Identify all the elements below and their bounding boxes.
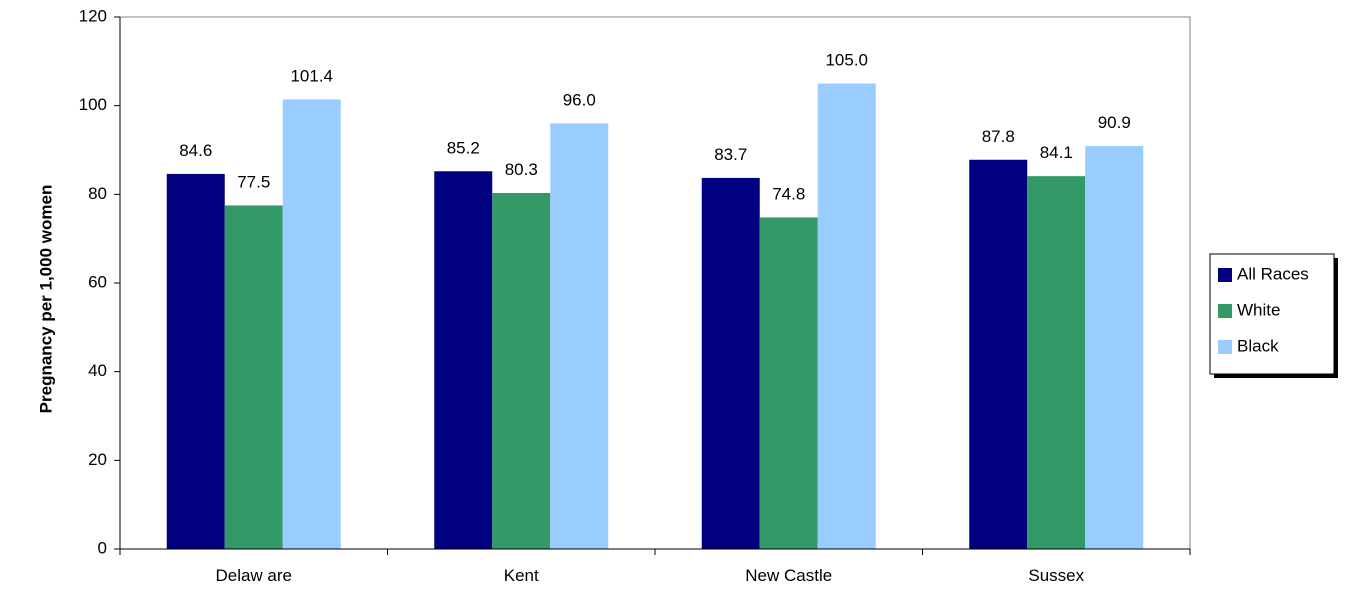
bar-black-3 bbox=[1085, 146, 1144, 549]
data-label: 90.9 bbox=[1098, 113, 1131, 132]
data-label: 96.0 bbox=[563, 90, 596, 109]
y-tick-label: 0 bbox=[98, 538, 107, 557]
bar-all-races-2 bbox=[701, 177, 760, 549]
legend-swatch bbox=[1218, 268, 1232, 282]
y-tick-label: 40 bbox=[88, 361, 107, 380]
x-tick-label: New Castle bbox=[745, 566, 832, 585]
legend-label: Black bbox=[1237, 336, 1279, 355]
bar-white-0 bbox=[224, 205, 283, 549]
bar-white-1 bbox=[492, 193, 551, 549]
bar-black-1 bbox=[550, 123, 609, 550]
x-tick-label: Kent bbox=[504, 566, 539, 585]
data-label: 84.1 bbox=[1040, 143, 1073, 162]
y-tick-label: 60 bbox=[88, 272, 107, 291]
data-label: 83.7 bbox=[714, 145, 747, 164]
data-label: 80.3 bbox=[505, 160, 538, 179]
data-label: 74.8 bbox=[772, 184, 805, 203]
bar-all-races-3 bbox=[969, 159, 1028, 549]
bar-all-races-0 bbox=[166, 173, 225, 549]
legend-swatch bbox=[1218, 304, 1232, 318]
legend-label: All Races bbox=[1237, 264, 1309, 283]
data-label: 101.4 bbox=[290, 66, 333, 85]
axes: Delaw are Kent New Castle Sussex 0 20 40 60 80 10… bbox=[79, 6, 1191, 585]
bar-black-0 bbox=[282, 99, 341, 550]
y-tick-label: 120 bbox=[79, 6, 107, 25]
data-label: 105.0 bbox=[825, 51, 868, 70]
data-label: 85.2 bbox=[447, 138, 480, 157]
data-label: 87.8 bbox=[982, 127, 1015, 146]
x-tick-label: Sussex bbox=[1028, 566, 1084, 585]
y-tick-label: 20 bbox=[88, 450, 107, 469]
legend-label: White bbox=[1237, 300, 1280, 319]
x-tick-label: Delaw are bbox=[215, 566, 292, 585]
bar-all-races-1 bbox=[434, 171, 493, 549]
y-tick-label: 100 bbox=[79, 95, 107, 114]
data-label: 84.6 bbox=[179, 141, 212, 160]
y-tick-label: 80 bbox=[88, 184, 107, 203]
legend-swatch bbox=[1218, 340, 1232, 354]
bar-white-3 bbox=[1027, 176, 1086, 549]
data-label: 77.5 bbox=[237, 172, 270, 191]
y-axis-label: Pregnancy per 1,000 women bbox=[36, 185, 55, 414]
legend: All Races White Black bbox=[1209, 253, 1338, 378]
bar-white-2 bbox=[759, 217, 818, 550]
bar-black-2 bbox=[817, 83, 876, 549]
plot-area: 84.6 77.5 101.4 85.2 80.3 96.0 83.7 74.8 105.0 87… bbox=[166, 51, 1144, 550]
